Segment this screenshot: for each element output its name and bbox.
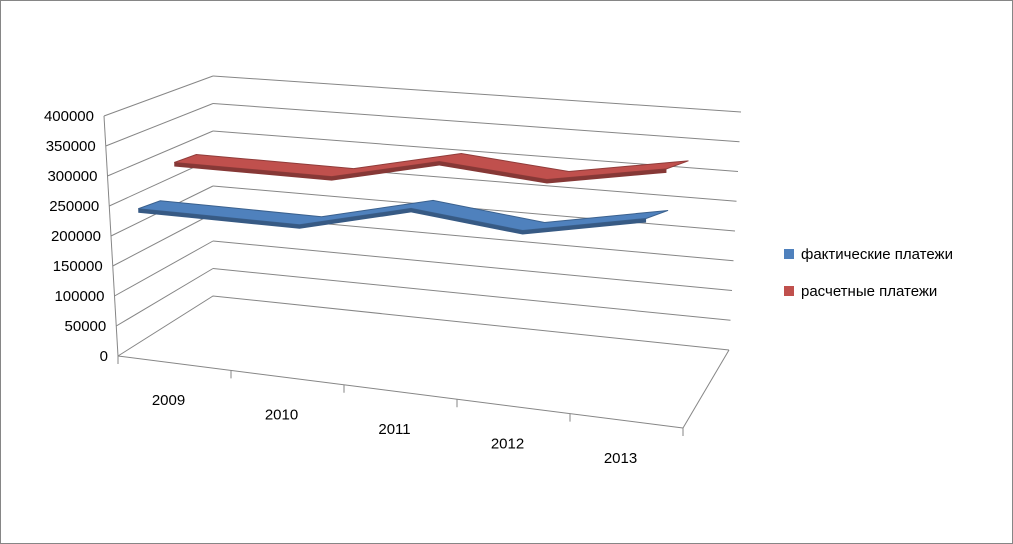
back-gridline xyxy=(212,75,742,113)
x-tick-label: 2009 xyxy=(152,392,185,409)
side-gridline xyxy=(115,268,214,327)
x-axis-tick-marks xyxy=(117,356,684,436)
legend-label-planned: расчетные платежи xyxy=(801,282,938,300)
legend: фактические платежи расчетные платежи xyxy=(784,244,953,318)
x-tick-label: 2011 xyxy=(378,421,410,438)
series-layer xyxy=(138,153,689,235)
back-gridline xyxy=(212,103,740,143)
back-gridline xyxy=(212,240,733,291)
y-tick-label: 250000 xyxy=(49,198,99,215)
side-gridline xyxy=(105,103,214,147)
x-tick-label: 2013 xyxy=(604,450,637,467)
y-tick-label: 350000 xyxy=(46,138,96,155)
legend-item-planned: расчетные платежи xyxy=(784,281,953,301)
legend-item-actual: фактические платежи xyxy=(784,244,953,264)
y-tick-label: 100000 xyxy=(54,288,104,305)
y-tick-label: 300000 xyxy=(47,168,97,185)
floor-edge xyxy=(117,295,730,357)
series-ribbon-edge xyxy=(138,208,647,235)
y-tick-label: 50000 xyxy=(65,318,107,335)
side-gridline xyxy=(107,130,214,177)
side-gridline xyxy=(112,213,214,267)
legend-swatch-actual xyxy=(784,249,794,259)
y-axis-tick-labels: 0 50000 100000 150000 200000 250000 300000 3500… xyxy=(44,108,108,365)
floor-right-edge xyxy=(682,349,730,429)
y-tick-label: 0 xyxy=(100,348,108,365)
legend-swatch-planned xyxy=(784,286,794,296)
x-tick-label: 2010 xyxy=(265,407,298,424)
x-axis-category-labels: 2009 2010 2011 2012 2013 xyxy=(152,392,637,467)
y-tick-label: 150000 xyxy=(53,258,103,275)
series-ribbon-edge xyxy=(174,161,667,184)
series-planned xyxy=(174,153,689,184)
back-gridline xyxy=(212,268,731,321)
series-actual xyxy=(138,199,669,235)
side-gridline xyxy=(114,240,214,297)
side-gridline xyxy=(103,75,214,117)
gridlines xyxy=(103,75,742,327)
x-tick-label: 2012 xyxy=(491,435,524,452)
y-tick-label: 200000 xyxy=(51,228,101,245)
series-ribbon xyxy=(174,153,689,180)
x-axis-line xyxy=(117,355,684,429)
y-tick-label: 400000 xyxy=(44,108,94,125)
legend-label-actual: фактические платежи xyxy=(801,245,953,263)
